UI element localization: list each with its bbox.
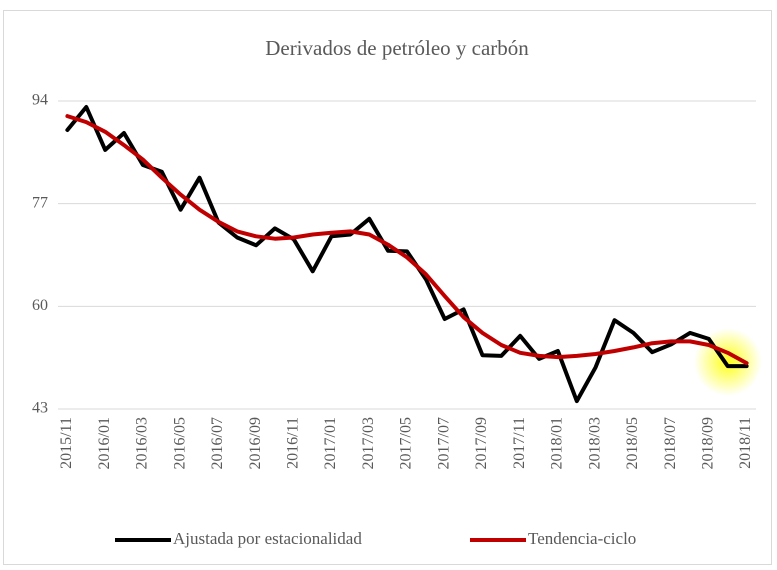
x-tick-label: 2018/05	[624, 417, 641, 469]
grid	[58, 100, 756, 410]
x-tick-label: 2016/05	[171, 417, 188, 469]
series-line	[65, 105, 749, 404]
y-tick-label: 60	[32, 297, 48, 314]
x-tick-label: 2017/05	[398, 417, 415, 469]
x-tick-label: 2016/09	[247, 417, 264, 469]
x-tick-label: 2016/07	[209, 417, 226, 469]
x-tick-label: 2018/07	[662, 417, 679, 469]
x-tick-label: 2018/11	[737, 417, 754, 469]
x-tick-label: 2018/09	[700, 417, 717, 469]
legend: Ajustada por estacionalidad Tendencia-cic…	[115, 529, 636, 548]
legend-label: Ajustada por estacionalidad	[173, 529, 362, 548]
chart-border	[3, 10, 772, 565]
legend-label: Tendencia-ciclo	[528, 529, 636, 548]
x-tick-label: 2015/11	[58, 417, 75, 469]
x-tick-label: 2016/01	[96, 417, 113, 469]
x-tick-label: 2017/11	[511, 417, 528, 469]
x-tick-label: 2016/03	[134, 417, 151, 469]
x-tick-label: 2017/03	[360, 417, 377, 469]
series-line	[65, 114, 749, 366]
y-tick-label: 77	[32, 194, 48, 211]
x-tick-label: 2018/01	[549, 417, 566, 469]
x-tick-label: 2017/07	[435, 417, 452, 469]
y-tick-label: 94	[32, 92, 48, 109]
x-tick-label: 2017/09	[473, 417, 490, 469]
x-tick-label: 2016/11	[284, 417, 301, 469]
x-tick-label: 2017/01	[322, 417, 339, 469]
chart-title: Derivados de petróleo y carbón	[265, 36, 529, 60]
plot	[65, 105, 749, 404]
x-tick-label: 2018/03	[586, 417, 603, 469]
y-tick-label: 43	[32, 400, 48, 417]
